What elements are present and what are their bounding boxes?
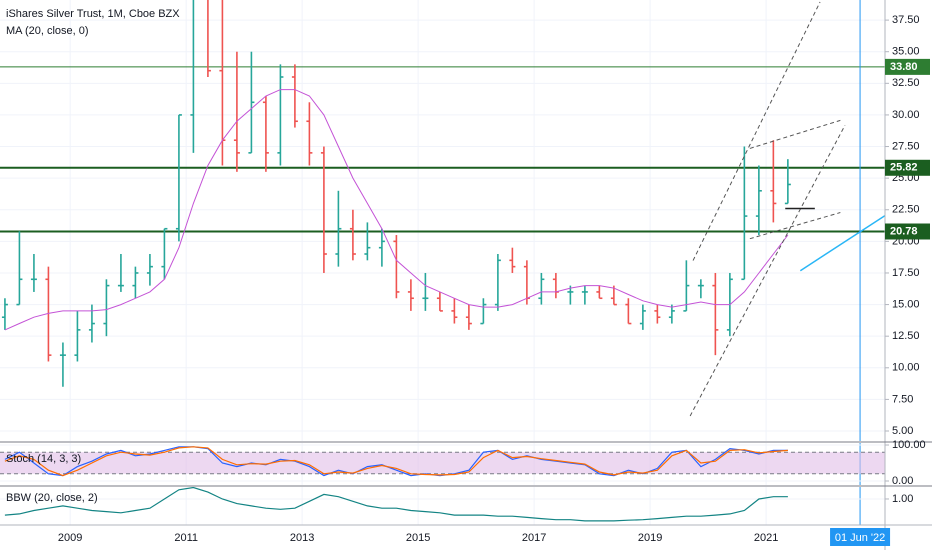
x-tick-label: 2019 [638,532,662,544]
price-pane [0,0,885,441]
y-tick-label: 17.50 [892,267,920,279]
y-tick-label: 32.50 [892,77,920,89]
y-tick-label: 7.50 [892,393,913,405]
y-tick-label: 37.50 [892,14,920,26]
x-tick-label: 2013 [290,532,314,544]
y-tick-label: 15.00 [892,298,920,310]
y-tick-label: 10.00 [892,362,920,374]
x-tick-label: 2011 [174,532,198,544]
level-label: 25.82 [890,162,918,174]
x-tick-label: 2017 [522,532,546,544]
bbw-legend: BBW (20, close, 2) [6,492,98,504]
trend-line [749,212,841,240]
bbw-pane [0,487,885,525]
symbol-title: iShares Silver Trust, 1M, Cboe BZX [6,8,180,20]
date-label-box [830,528,891,546]
indicator-line [4,446,788,477]
moving-average [4,89,789,331]
y-tick-label: 22.50 [892,204,920,216]
trend-line [692,1,821,261]
indicator-line [4,446,788,477]
level-label: 20.78 [890,225,918,237]
y-tick-label: 100.00 [892,439,926,451]
y-tick-label: 5.00 [892,425,913,437]
stoch-pane [0,443,885,485]
y-tick-label: 0.00 [892,475,913,487]
y-tick-label: 30.00 [892,109,920,121]
stoch-band [0,452,885,474]
level-label-box [885,223,930,240]
trend-line [799,214,885,272]
level-label: 33.80 [890,61,918,73]
level-label-box [885,159,930,176]
y-tick-label: 27.50 [892,140,920,152]
date-label: 01 Jun '22 [835,532,885,544]
trend-line [689,125,846,417]
level-label-box [885,58,930,75]
labels: iShares Silver Trust, 1M, Cboe BZX MA (2… [6,8,180,504]
ma-legend: MA (20, close, 0) [6,25,89,37]
stoch-legend: Stoch (14, 3, 3) [6,453,81,465]
trend-line [749,119,841,149]
x-tick-label: 2015 [406,532,430,544]
x-tick-label: 2009 [58,532,82,544]
y-tick-label: 12.50 [892,330,920,342]
indicator-line [4,487,788,522]
x-tick-label: 2021 [754,532,778,544]
y-tick-label: 35.00 [892,46,920,58]
y-tick-label: 1.00 [892,493,913,505]
